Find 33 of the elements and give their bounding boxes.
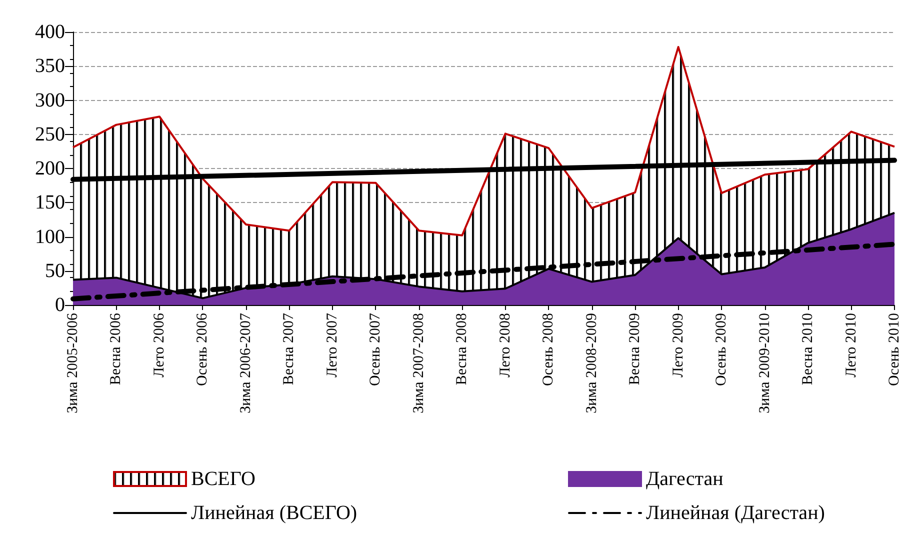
y-tick-label: 50 bbox=[45, 260, 65, 282]
x-tick-label: Зима 2008-2009 bbox=[584, 313, 600, 414]
x-tick-label: Весна 2006 bbox=[108, 312, 124, 386]
x-tick-label: Зима 2009-2010 bbox=[756, 313, 773, 414]
x-tick-label: Лето 2006 bbox=[151, 312, 168, 378]
x-tick-label: Осень 2010 bbox=[886, 313, 902, 386]
x-tick-label: Осень 2007 bbox=[368, 312, 384, 386]
x-tick-label: Весна 2008 bbox=[454, 313, 470, 386]
x-tick-label: Весна 2007 bbox=[281, 312, 298, 386]
y-tick-label: 250 bbox=[35, 123, 65, 146]
x-tick-label: Зима 2005-2006 bbox=[65, 312, 81, 414]
legend-label: ВСЕГО bbox=[191, 468, 256, 490]
x-tick-label: Весна 2010 bbox=[800, 313, 816, 386]
x-tick-label: Лето 2010 bbox=[843, 313, 860, 378]
x-tick-label: Лето 2007 bbox=[324, 312, 340, 378]
x-tick-label: Зима 2006-2007 bbox=[238, 312, 254, 414]
y-tick-label: 400 bbox=[35, 21, 65, 43]
y-tick-label: 0 bbox=[55, 294, 65, 316]
x-tick-label: Осень 2009 bbox=[714, 313, 730, 386]
x-tick-label: Осень 2008 bbox=[540, 313, 557, 386]
x-tick-label: Зима 2007-2008 bbox=[410, 313, 427, 414]
y-tick-label: 300 bbox=[35, 89, 65, 112]
y-tick-label: 100 bbox=[35, 226, 65, 248]
x-tick-label: Весна 2009 bbox=[627, 313, 644, 386]
x-tick-label: Осень 2006 bbox=[194, 312, 211, 386]
x-tick-label: Лето 2009 bbox=[670, 313, 686, 378]
y-tick-label: 350 bbox=[35, 55, 65, 78]
x-tick-label: Лето 2008 bbox=[497, 313, 514, 378]
y-tick-label: 150 bbox=[35, 192, 65, 214]
legend-label: Линейная (ВСЕГО) bbox=[191, 502, 358, 524]
legend-label: Линейная (Дагестан) bbox=[646, 502, 825, 524]
legend-label: Дагестан bbox=[646, 468, 724, 490]
y-tick-label: 200 bbox=[35, 158, 65, 180]
